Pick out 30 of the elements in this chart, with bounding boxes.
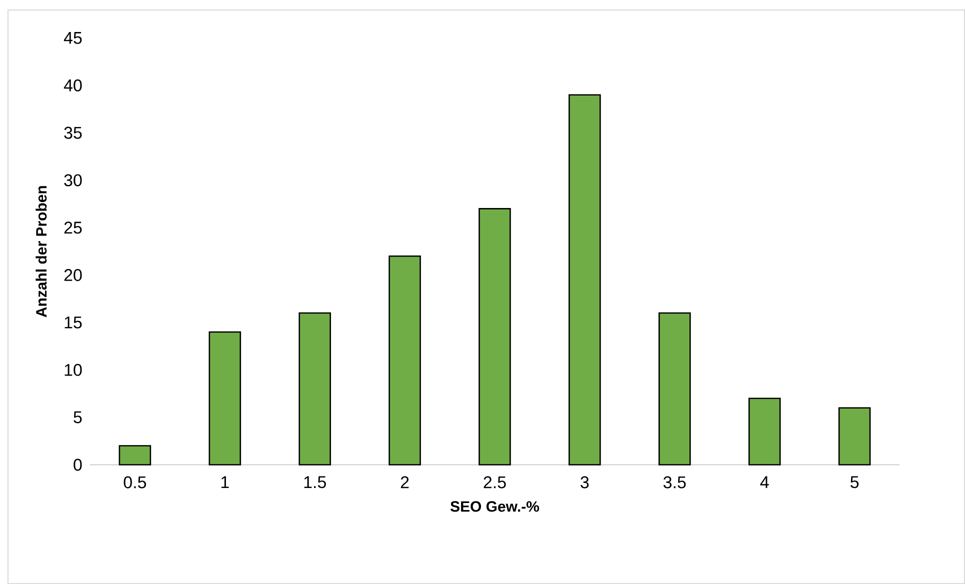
bar <box>658 312 691 466</box>
bar <box>568 94 601 466</box>
x-tick-label: 3.5 <box>663 476 686 488</box>
y-tick-label: 45 <box>64 32 82 44</box>
y-tick-label: 35 <box>64 126 82 139</box>
y-axis-title: Anzahl der Proben <box>36 186 47 318</box>
bar <box>838 407 871 466</box>
x-tick-label: 1.5 <box>304 476 326 488</box>
bar <box>298 312 331 466</box>
bar <box>118 445 152 466</box>
y-tick-label: 15 <box>64 316 82 328</box>
y-tick-label: 10 <box>64 364 82 376</box>
bar <box>388 255 421 466</box>
y-tick-label: 5 <box>74 411 82 424</box>
x-tick-label: 2.5 <box>484 476 506 488</box>
x-tick-label: 4 <box>760 476 769 488</box>
x-tick-label: 2 <box>400 476 409 488</box>
bar <box>478 208 511 466</box>
bar <box>208 331 242 466</box>
x-tick-label: 5 <box>850 476 859 488</box>
y-tick-label: 20 <box>64 268 82 282</box>
y-tick-label: 25 <box>64 222 82 234</box>
y-tick-label: 30 <box>64 174 82 186</box>
x-axis-title: SEO Gew.-% <box>450 501 540 512</box>
x-tick-label: 0.5 <box>124 476 146 488</box>
x-tick-label: 1 <box>221 476 229 488</box>
bar <box>748 398 781 466</box>
y-tick-label: 0 <box>74 458 82 471</box>
y-tick-label: 40 <box>64 79 82 92</box>
x-tick-label: 3 <box>580 476 589 488</box>
